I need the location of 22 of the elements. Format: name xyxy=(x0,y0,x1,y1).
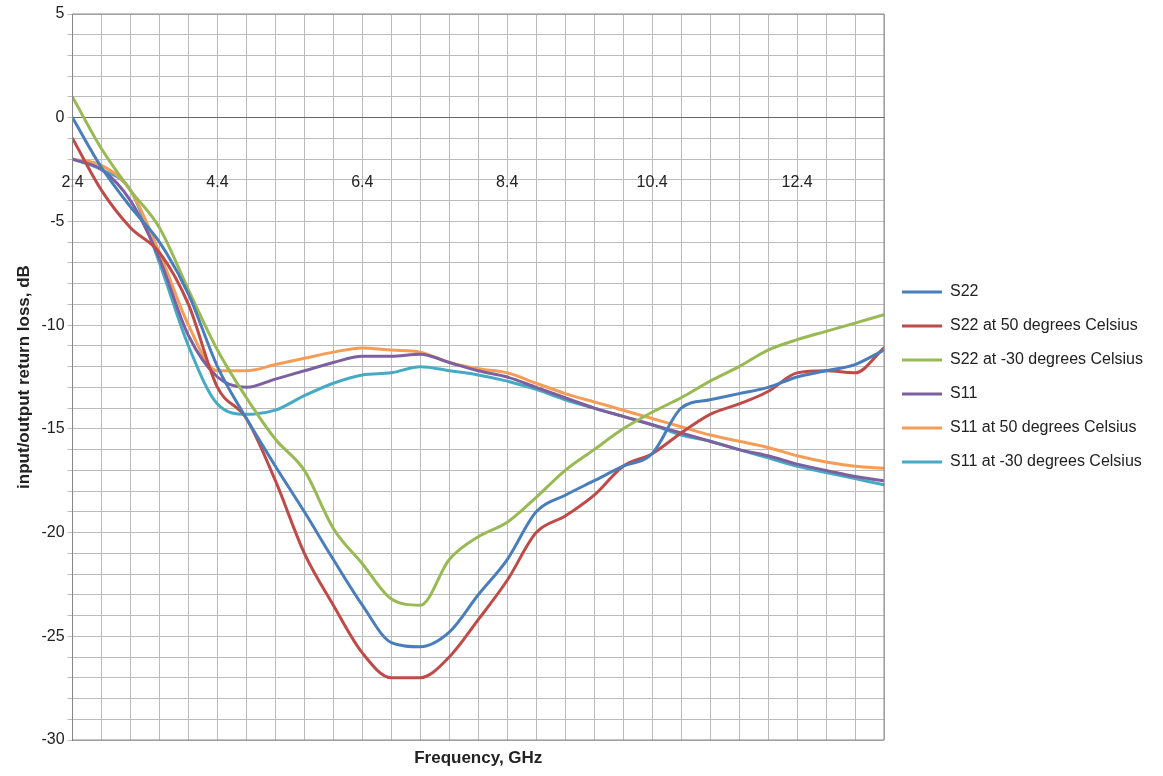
x-tick-label: 2.4 xyxy=(61,172,84,190)
y-tick-label: 0 xyxy=(55,108,65,126)
legend-label: S11 xyxy=(950,384,978,402)
legend-label: S22 at -30 degrees Celsius xyxy=(950,350,1143,368)
x-tick-label: 10.4 xyxy=(636,172,668,190)
y-axis-title: input/output return loss, dB xyxy=(13,265,33,489)
legend-label: S11 at -30 degrees Celsius xyxy=(950,452,1142,470)
legend-label: S11 at 50 degrees Celsius xyxy=(950,418,1137,436)
x-tick-label: 6.4 xyxy=(351,172,374,190)
y-tick-label: -5 xyxy=(50,211,65,229)
legend-label: S22 xyxy=(950,282,979,300)
x-tick-label: 8.4 xyxy=(496,172,519,190)
y-tick-label: 5 xyxy=(55,4,65,22)
y-tick-label: -10 xyxy=(41,315,65,333)
y-tick-label: -30 xyxy=(41,730,65,748)
y-tick-label: -15 xyxy=(41,419,65,437)
x-axis-title: Frequency, GHz xyxy=(414,748,543,768)
legend-label: S22 at 50 degrees Celsius xyxy=(950,316,1138,334)
y-tick-label: -20 xyxy=(41,522,65,540)
x-tick-label: 4.4 xyxy=(206,172,229,190)
y-tick-label: -25 xyxy=(41,626,65,644)
x-tick-label: 12.4 xyxy=(781,172,813,190)
